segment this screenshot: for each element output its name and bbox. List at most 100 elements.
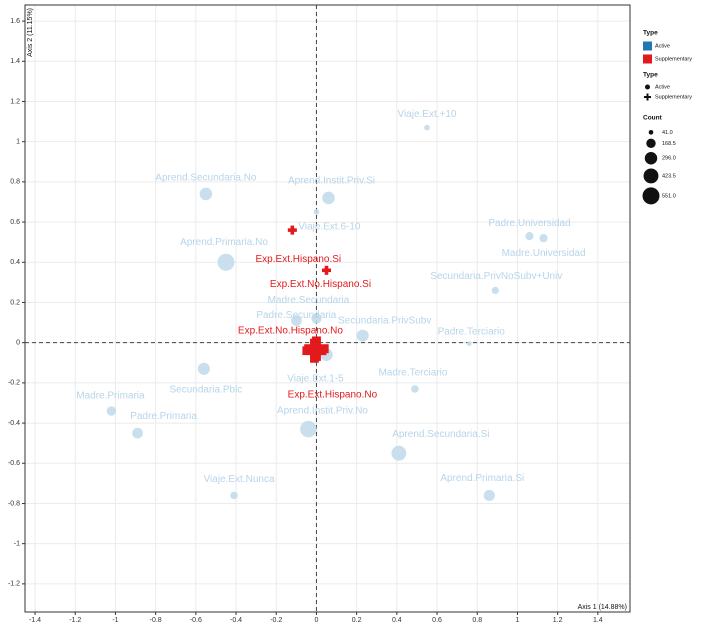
- x-tick-label: -1: [112, 617, 118, 623]
- cross-v: [310, 338, 319, 363]
- supplementary-point: [302, 338, 327, 363]
- point-label: Padre.Primaria: [130, 411, 197, 422]
- active-point: [411, 385, 419, 393]
- y-tick-label: 1.2: [10, 98, 20, 105]
- point-label: Madre.Secundaria: [268, 295, 350, 306]
- point-label: Viaje.Ext.Nunca: [204, 474, 275, 485]
- point-label: Exp.Ext.No.Hispano.No: [238, 325, 343, 336]
- cross-v: [646, 93, 649, 101]
- legend-label: Active: [655, 84, 670, 90]
- point-label: Viaje.Ext.6-10: [298, 222, 361, 233]
- active-point: [106, 406, 117, 416]
- size-legend-label: 423.5: [662, 173, 676, 179]
- point-label: Padre.Terciario: [438, 326, 506, 337]
- y-tick-label: 0.8: [10, 179, 20, 186]
- point-label: Padre.Universidad: [488, 218, 570, 229]
- point-label: Aprend.Primaria.Si: [440, 473, 524, 484]
- legend-label: Supplementary: [655, 94, 692, 100]
- y-tick-label: -0.4: [8, 420, 20, 427]
- x-tick-label: -0.8: [150, 617, 162, 623]
- y-tick-label: -1: [14, 541, 20, 548]
- point-label: Viaje.Ext.1-5: [287, 373, 344, 384]
- size-legend-label: 551.0: [662, 193, 676, 199]
- active-point: [313, 209, 320, 215]
- cross-v: [290, 225, 295, 235]
- y-tick-label: 0: [16, 340, 20, 347]
- cross-v: [324, 265, 329, 275]
- y-tick-label: -0.2: [8, 380, 20, 387]
- point-label: Madre.Primaria: [76, 391, 145, 402]
- point-label: Viaje.Ext.+10: [397, 109, 456, 120]
- size-legend-mark: [646, 138, 656, 149]
- x-tick-label: 0.4: [392, 617, 402, 623]
- x-tick-label: -0.2: [270, 617, 282, 623]
- supplementary-point: [321, 265, 332, 275]
- legend-label: Supplementary: [655, 56, 692, 62]
- y-tick-label: 0.6: [10, 219, 20, 226]
- size-legend-mark: [648, 130, 654, 135]
- point-label: Secundaria.Pblc: [169, 384, 242, 395]
- active-point: [322, 191, 335, 205]
- size-legend-label: 296.0: [662, 156, 676, 162]
- point-label: Aprend.Instit.Priv.Si: [288, 176, 375, 187]
- active-point: [197, 362, 210, 375]
- point-label: Secundaria.PrivSubv: [338, 315, 431, 326]
- x-tick-label: -0.4: [230, 617, 242, 623]
- point-label: Secundaria.PrivNoSubv+Univ: [430, 271, 562, 282]
- active-point: [539, 234, 548, 243]
- point-label: Aprend.Secundaria.Si: [392, 429, 489, 440]
- size-legend-mark: [642, 187, 660, 205]
- point-label: Exp.Ext.Hispano.No: [288, 389, 378, 400]
- point-label: Madre.Terciario: [378, 368, 447, 379]
- point-label: Exp.Ext.Hispano.Si: [256, 254, 342, 265]
- legend-swatch: [643, 54, 652, 64]
- size-legend-mark: [643, 168, 659, 184]
- legend-title: Count: [643, 115, 663, 122]
- y-tick-label: 1: [16, 139, 20, 146]
- active-point: [525, 232, 534, 241]
- x-tick-label: 0.2: [352, 617, 362, 623]
- size-legend-label: 168.5: [662, 141, 676, 147]
- y-tick-label: 0.2: [10, 299, 20, 306]
- point-label: Aprend.Instit.Priv.No: [277, 406, 368, 417]
- active-point: [230, 491, 238, 500]
- x-tick-label: -0.6: [190, 617, 202, 623]
- x-tick-label: 1: [515, 617, 519, 623]
- x-tick-label: -1.2: [69, 617, 81, 623]
- active-point: [424, 124, 430, 131]
- size-legend-label: 41.0: [662, 130, 673, 136]
- x-tick-label: -1.4: [29, 617, 41, 623]
- active-point: [300, 420, 317, 438]
- active-point: [311, 313, 322, 324]
- size-legend-mark: [644, 152, 658, 165]
- x-tick-label: 0.6: [432, 617, 442, 623]
- x-axis-title: Axis 1 (14.88%): [578, 604, 627, 611]
- active-point: [466, 341, 472, 346]
- x-tick-label: 0.8: [472, 617, 482, 623]
- point-label: Exp.Ext.No.Hispano.Si: [270, 279, 371, 290]
- legend-shape: [644, 93, 651, 101]
- legend-shape: [645, 84, 650, 90]
- y-tick-label: 1.6: [10, 18, 20, 25]
- point-label: Aprend.Primaria.No: [180, 237, 268, 248]
- point-label: Madre.Universidad: [502, 248, 586, 259]
- legend-title: Type: [643, 72, 658, 79]
- y-tick-label: 0.4: [10, 259, 20, 266]
- point-label: Padre.Secundaria: [256, 310, 336, 321]
- legend-label: Active: [655, 43, 670, 49]
- supplementary-point: [287, 225, 297, 235]
- x-tick-label: 0: [314, 617, 318, 623]
- active-point: [217, 253, 235, 271]
- active-point: [132, 427, 143, 439]
- y-axis-title: Axis 2 (11.15%): [27, 8, 34, 57]
- active-point: [391, 445, 407, 461]
- y-tick-label: 1.4: [10, 58, 20, 65]
- active-point: [199, 187, 213, 201]
- active-point: [491, 286, 499, 295]
- x-tick-label: 1.4: [593, 617, 603, 623]
- plot-border: [24, 4, 631, 613]
- point-label: Aprend.Secundaria.No: [155, 173, 257, 184]
- active-point: [483, 489, 495, 502]
